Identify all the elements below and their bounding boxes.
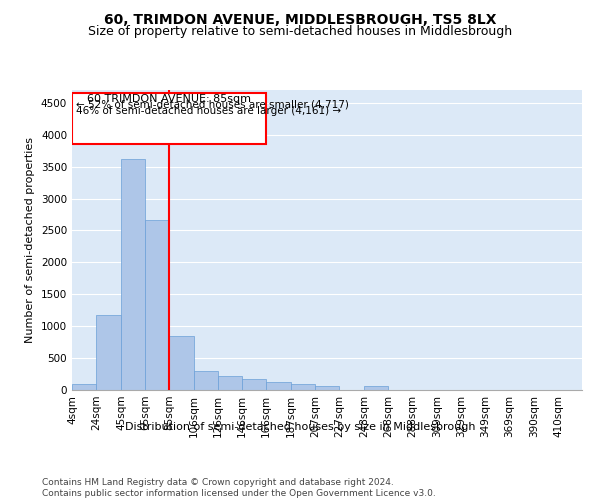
Text: 60 TRIMDON AVENUE: 85sqm: 60 TRIMDON AVENUE: 85sqm: [87, 94, 251, 104]
Bar: [72, 92, 266, 144]
Bar: [291, 384, 315, 390]
Text: ← 52% of semi-detached houses are smaller (4,717): ← 52% of semi-detached houses are smalle…: [76, 100, 349, 110]
Bar: [169, 336, 194, 390]
Bar: [242, 378, 266, 390]
Bar: [315, 386, 339, 390]
Bar: [121, 159, 145, 390]
Text: Size of property relative to semi-detached houses in Middlesbrough: Size of property relative to semi-detach…: [88, 25, 512, 38]
Text: Distribution of semi-detached houses by size in Middlesbrough: Distribution of semi-detached houses by …: [125, 422, 475, 432]
Bar: [364, 386, 388, 390]
Text: 46% of semi-detached houses are larger (4,161) →: 46% of semi-detached houses are larger (…: [76, 106, 341, 116]
Bar: [145, 220, 169, 390]
Bar: [96, 314, 121, 390]
Text: Contains HM Land Registry data © Crown copyright and database right 2024.
Contai: Contains HM Land Registry data © Crown c…: [42, 478, 436, 498]
Bar: [266, 382, 291, 390]
Bar: [72, 384, 96, 390]
Text: 60, TRIMDON AVENUE, MIDDLESBROUGH, TS5 8LX: 60, TRIMDON AVENUE, MIDDLESBROUGH, TS5 8…: [104, 12, 496, 26]
Bar: [218, 376, 242, 390]
Bar: [194, 371, 218, 390]
Y-axis label: Number of semi-detached properties: Number of semi-detached properties: [25, 137, 35, 343]
